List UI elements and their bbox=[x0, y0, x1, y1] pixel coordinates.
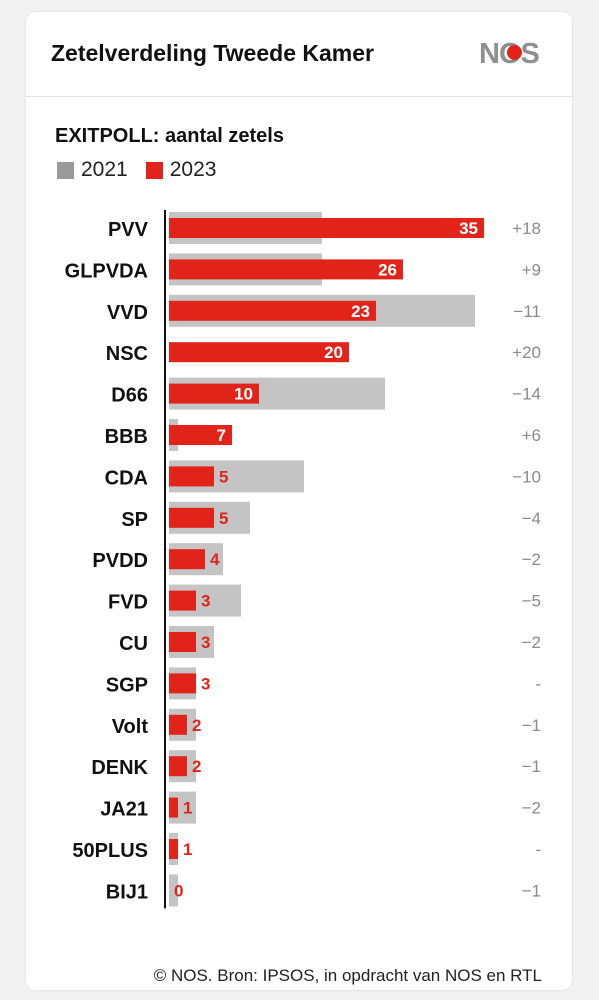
value-label-denk: 2 bbox=[192, 757, 201, 776]
bar-2023-vvd bbox=[169, 300, 376, 321]
bar-2023-glpvda bbox=[169, 259, 403, 280]
party-label-volt: Volt bbox=[112, 716, 149, 738]
bar-2023-pvdd bbox=[169, 549, 205, 570]
diff-label-cu: −2 bbox=[522, 633, 541, 652]
value-label-ja21: 1 bbox=[183, 799, 192, 818]
legend-swatch-2021 bbox=[57, 161, 74, 179]
legend-item-2023: 2023 bbox=[145, 158, 217, 182]
value-label-glpvda: 26 bbox=[378, 260, 397, 279]
value-label-bbb: 7 bbox=[217, 426, 226, 445]
chart-card: Zetelverdeling Tweede Kamer NOS EXITPOLL… bbox=[26, 12, 572, 990]
value-label-sgp: 3 bbox=[201, 674, 210, 693]
value-label-vvd: 23 bbox=[351, 302, 370, 321]
bar-2023-nsc bbox=[169, 342, 349, 363]
legend-item-2021: 2021 bbox=[57, 158, 128, 182]
bar-2023-cu bbox=[169, 632, 196, 652]
diff-label-sp: −4 bbox=[522, 509, 541, 528]
diff-label-bij1: −1 bbox=[522, 881, 541, 900]
chart-title: Zetelverdeling Tweede Kamer bbox=[51, 40, 374, 66]
party-label-cu: CU bbox=[119, 633, 148, 655]
chart-subtitle: EXITPOLL: aantal zetels bbox=[55, 125, 284, 147]
legend-swatch-2023 bbox=[145, 161, 163, 179]
logo-red-dot bbox=[507, 45, 522, 60]
legend-label-2021: 2021 bbox=[81, 158, 128, 181]
party-label-bij1: BIJ1 bbox=[106, 881, 148, 903]
diff-label-denk: −1 bbox=[522, 757, 541, 776]
diff-label-vvd: −11 bbox=[513, 302, 541, 321]
diff-label-cda: −10 bbox=[512, 467, 541, 486]
party-label-50plus: 50PLUS bbox=[72, 840, 148, 862]
diff-label-nsc: +20 bbox=[512, 343, 541, 362]
value-label-bij1: 0 bbox=[174, 881, 183, 900]
nos-logo: NOS bbox=[479, 38, 541, 67]
party-label-sp: SP bbox=[121, 509, 148, 531]
bar-2023-sgp bbox=[169, 673, 196, 694]
party-label-sgp: SGP bbox=[106, 674, 148, 696]
diff-label-glpvda: +9 bbox=[522, 260, 541, 279]
party-label-fvd: FVD bbox=[108, 592, 148, 614]
diff-label-volt: −1 bbox=[522, 716, 541, 735]
diff-label-d66: −14 bbox=[512, 385, 541, 404]
value-label-pvdd: 4 bbox=[210, 550, 220, 569]
value-label-50plus: 1 bbox=[183, 840, 192, 859]
bar-2023-cda bbox=[169, 466, 214, 487]
bar-2023-volt bbox=[169, 714, 187, 735]
legend: 2021 2023 bbox=[57, 158, 234, 182]
diff-label-50plus: - bbox=[535, 840, 541, 859]
party-label-glpvda: GLPVDA bbox=[65, 260, 148, 282]
party-label-pvdd: PVDD bbox=[92, 550, 148, 572]
value-label-cda: 5 bbox=[219, 467, 228, 486]
party-label-pvv: PVV bbox=[108, 219, 149, 241]
party-label-bbb: BBB bbox=[105, 426, 148, 448]
bar-2023-bbb bbox=[169, 425, 232, 445]
bar-2023-d66 bbox=[169, 383, 259, 404]
diff-label-sgp: - bbox=[535, 674, 541, 693]
bar-2023-ja21 bbox=[169, 797, 178, 818]
diff-label-ja21: −2 bbox=[522, 799, 541, 818]
diff-label-pvv: +18 bbox=[512, 219, 541, 238]
party-label-ja21: JA21 bbox=[100, 799, 148, 821]
bar-2023-sp bbox=[169, 507, 214, 528]
diff-label-pvdd: −2 bbox=[522, 550, 541, 569]
bar-2023-50plus bbox=[169, 839, 178, 859]
value-label-fvd: 3 bbox=[201, 592, 210, 611]
party-label-nsc: NSC bbox=[106, 343, 148, 365]
bar-2023-denk bbox=[169, 756, 187, 777]
diff-label-bbb: +6 bbox=[522, 426, 541, 445]
party-label-cda: CDA bbox=[105, 467, 148, 489]
diff-label-fvd: −5 bbox=[522, 592, 541, 611]
source-footer: © NOS. Bron: IPSOS, in opdracht van NOS … bbox=[153, 966, 542, 985]
value-label-pvv: 35 bbox=[459, 219, 478, 238]
bar-2023-fvd bbox=[169, 590, 196, 611]
value-label-nsc: 20 bbox=[324, 343, 343, 362]
card-header: Zetelverdeling Tweede Kamer NOS bbox=[26, 12, 572, 97]
bar-2023-pvv bbox=[169, 218, 484, 238]
value-label-cu: 3 bbox=[201, 633, 210, 652]
party-label-vvd: VVD bbox=[107, 302, 148, 324]
value-label-volt: 2 bbox=[192, 716, 201, 735]
party-label-d66: D66 bbox=[111, 385, 148, 407]
bar-2021-bij1 bbox=[169, 874, 178, 907]
value-label-d66: 10 bbox=[234, 385, 253, 404]
legend-label-2023: 2023 bbox=[169, 158, 217, 181]
value-label-sp: 5 bbox=[219, 509, 228, 528]
party-label-denk: DENK bbox=[91, 757, 148, 779]
